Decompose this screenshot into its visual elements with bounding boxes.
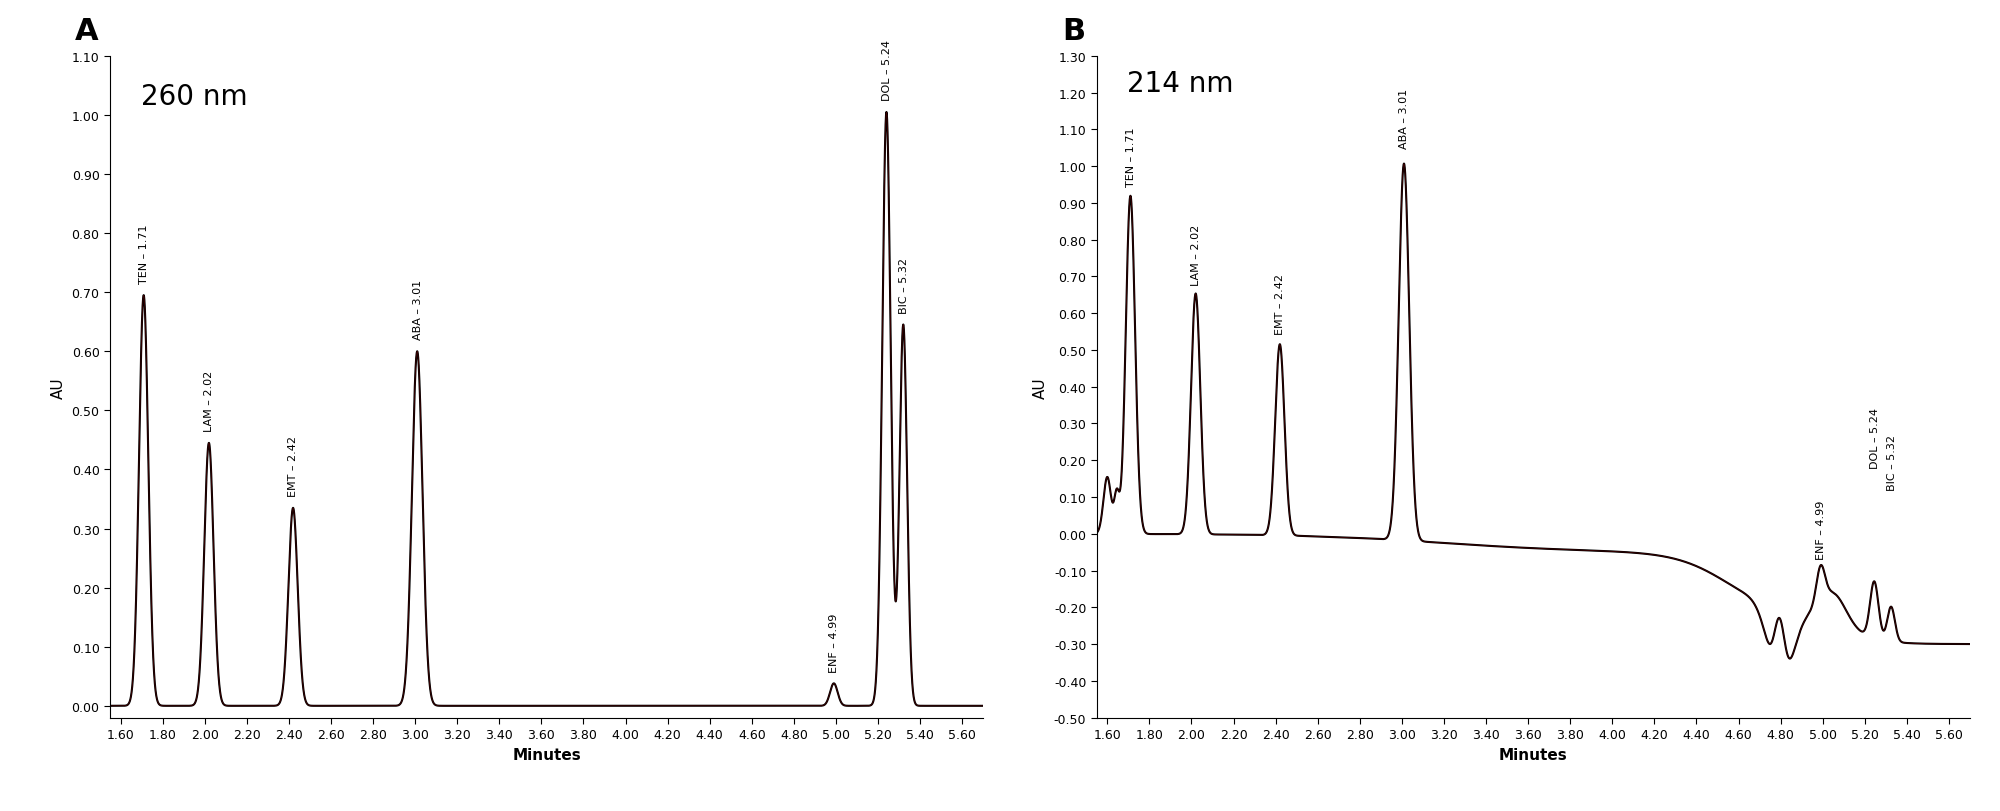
Y-axis label: AU: AU (52, 376, 66, 398)
Text: TEN – 1.71: TEN – 1.71 (140, 225, 150, 284)
Text: B: B (1062, 17, 1084, 46)
Text: TEN – 1.71: TEN – 1.71 (1126, 127, 1136, 187)
Text: ABA – 3.01: ABA – 3.01 (412, 280, 422, 340)
Text: DOL – 5.24: DOL – 5.24 (1870, 408, 1880, 469)
X-axis label: Minutes: Minutes (512, 747, 580, 762)
Text: ABA – 3.01: ABA – 3.01 (1400, 89, 1410, 149)
Text: 214 nm: 214 nm (1128, 70, 1234, 98)
Text: BIC – 5.32: BIC – 5.32 (1886, 435, 1896, 491)
Text: LAM – 2.02: LAM – 2.02 (1192, 224, 1202, 285)
X-axis label: Minutes: Minutes (1500, 747, 1568, 762)
Text: EMT – 2.42: EMT – 2.42 (288, 436, 298, 496)
Text: ENF – 4.99: ENF – 4.99 (830, 612, 840, 672)
Y-axis label: AU: AU (1034, 376, 1048, 398)
Text: BIC – 5.32: BIC – 5.32 (898, 258, 908, 314)
Text: 260 nm: 260 nm (140, 84, 248, 111)
Text: ENF – 4.99: ENF – 4.99 (1816, 500, 1826, 559)
Text: A: A (76, 17, 98, 46)
Text: EMT – 2.42: EMT – 2.42 (1276, 274, 1286, 335)
Text: DOL – 5.24: DOL – 5.24 (882, 40, 892, 101)
Text: LAM – 2.02: LAM – 2.02 (204, 371, 214, 431)
